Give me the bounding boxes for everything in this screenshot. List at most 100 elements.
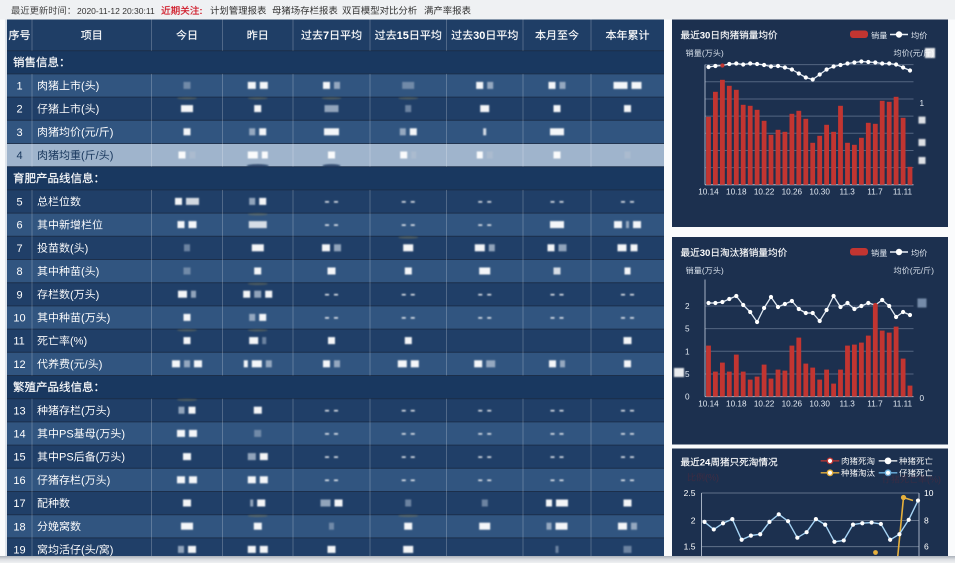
svg-text:2: 2	[685, 302, 690, 311]
svg-text:15: 15	[13, 452, 25, 464]
svg-text:): )	[110, 150, 114, 162]
svg-text:0: 0	[920, 394, 925, 403]
svg-text:(: (	[702, 267, 705, 276]
svg-text:): )	[96, 289, 100, 301]
svg-text:10.22: 10.22	[754, 399, 775, 408]
svg-text:7: 7	[16, 243, 22, 255]
svg-text:(%): (%)	[705, 473, 719, 483]
svg-text:): )	[721, 49, 724, 58]
svg-text:10.30: 10.30	[809, 399, 830, 408]
svg-text:2.5: 2.5	[684, 488, 696, 498]
svg-text:): )	[96, 104, 100, 116]
svg-text:18: 18	[13, 521, 25, 533]
svg-text:(: (	[81, 104, 85, 116]
svg-text:10.14: 10.14	[698, 188, 719, 197]
svg-text:(: (	[70, 289, 74, 301]
svg-text:/: /	[85, 359, 89, 371]
svg-text:): )	[85, 243, 89, 255]
svg-text:6: 6	[924, 542, 929, 552]
svg-text:(: (	[81, 266, 85, 278]
svg-text:15: 15	[397, 30, 409, 42]
svg-text:10.18: 10.18	[726, 188, 747, 197]
svg-text:1.5: 1.5	[684, 542, 696, 552]
svg-text:11.7: 11.7	[867, 399, 883, 408]
svg-text:19: 19	[13, 545, 25, 557]
svg-text:9: 9	[16, 289, 22, 301]
svg-text:/: /	[96, 150, 100, 162]
svg-text:(: (	[81, 405, 85, 417]
svg-text:(: (	[81, 545, 85, 557]
svg-text:5: 5	[685, 325, 690, 334]
svg-text:16: 16	[13, 475, 25, 487]
svg-text:8: 8	[16, 266, 22, 278]
svg-text:(: (	[81, 313, 85, 325]
svg-text:(: (	[81, 127, 85, 139]
svg-text:(: (	[910, 49, 913, 58]
svg-text:24: 24	[700, 458, 711, 469]
svg-text:PS: PS	[59, 452, 74, 464]
svg-text:): )	[121, 452, 125, 464]
svg-text:11.3: 11.3	[840, 399, 856, 408]
svg-text:(: (	[70, 359, 74, 371]
svg-text:2: 2	[16, 104, 22, 116]
svg-text:10.26: 10.26	[782, 399, 803, 408]
svg-text:10: 10	[924, 488, 934, 498]
svg-text:/: /	[96, 127, 100, 139]
svg-text:11: 11	[13, 336, 24, 348]
svg-text:): )	[931, 267, 934, 276]
svg-text:(: (	[910, 267, 913, 276]
svg-text:): )	[121, 429, 125, 441]
svg-text::: :	[199, 6, 202, 17]
svg-text:): )	[107, 313, 111, 325]
svg-text:(: (	[70, 243, 74, 255]
svg-text:10.30: 10.30	[809, 188, 830, 197]
svg-text:0: 0	[685, 393, 690, 402]
svg-text:5: 5	[16, 197, 22, 209]
svg-text:): )	[96, 81, 100, 93]
svg-text:1: 1	[16, 81, 22, 93]
svg-text:11.3: 11.3	[840, 188, 856, 197]
svg-text:(: (	[81, 81, 85, 93]
svg-text:): )	[110, 545, 114, 557]
svg-text:): )	[107, 405, 111, 417]
svg-text:10.22: 10.22	[754, 188, 775, 197]
svg-text:8: 8	[924, 516, 929, 526]
svg-text:2: 2	[691, 516, 696, 526]
svg-text:): )	[107, 475, 111, 487]
svg-text:): )	[721, 267, 724, 276]
svg-text:7: 7	[323, 30, 329, 42]
svg-text:PS: PS	[59, 429, 74, 441]
svg-text:/: /	[96, 545, 100, 557]
svg-text:4: 4	[16, 150, 22, 162]
svg-text:(%): (%)	[927, 475, 941, 485]
svg-text:/: /	[921, 267, 924, 276]
svg-text:1: 1	[920, 99, 925, 108]
svg-text:(: (	[81, 475, 85, 487]
svg-text:11.11: 11.11	[893, 399, 913, 408]
svg-text:(: (	[96, 429, 100, 441]
svg-text:30: 30	[700, 248, 711, 259]
svg-text:30: 30	[700, 31, 711, 42]
svg-text:(: (	[96, 452, 100, 464]
svg-text:10.18: 10.18	[726, 399, 747, 408]
svg-text:11.7: 11.7	[867, 188, 883, 197]
svg-text:(: (	[702, 49, 705, 58]
svg-text:10.26: 10.26	[782, 188, 803, 197]
svg-text:13: 13	[13, 405, 25, 417]
svg-text:(%): (%)	[70, 336, 87, 348]
svg-text:12: 12	[13, 359, 25, 371]
svg-text:10.14: 10.14	[698, 399, 719, 408]
svg-text:/: /	[921, 49, 924, 58]
svg-text:(: (	[81, 150, 85, 162]
svg-text:30: 30	[473, 30, 485, 42]
svg-text:10: 10	[13, 313, 25, 325]
svg-text:2020-11-12 20:30:11: 2020-11-12 20:30:11	[77, 6, 155, 16]
svg-text:1: 1	[685, 347, 690, 356]
svg-text:14: 14	[13, 429, 25, 441]
svg-text:): )	[96, 266, 100, 278]
svg-text:6: 6	[16, 220, 22, 232]
svg-text:3: 3	[16, 127, 22, 139]
svg-text:): )	[110, 127, 114, 139]
svg-text:11.11: 11.11	[893, 188, 913, 197]
svg-text:): )	[99, 359, 103, 371]
